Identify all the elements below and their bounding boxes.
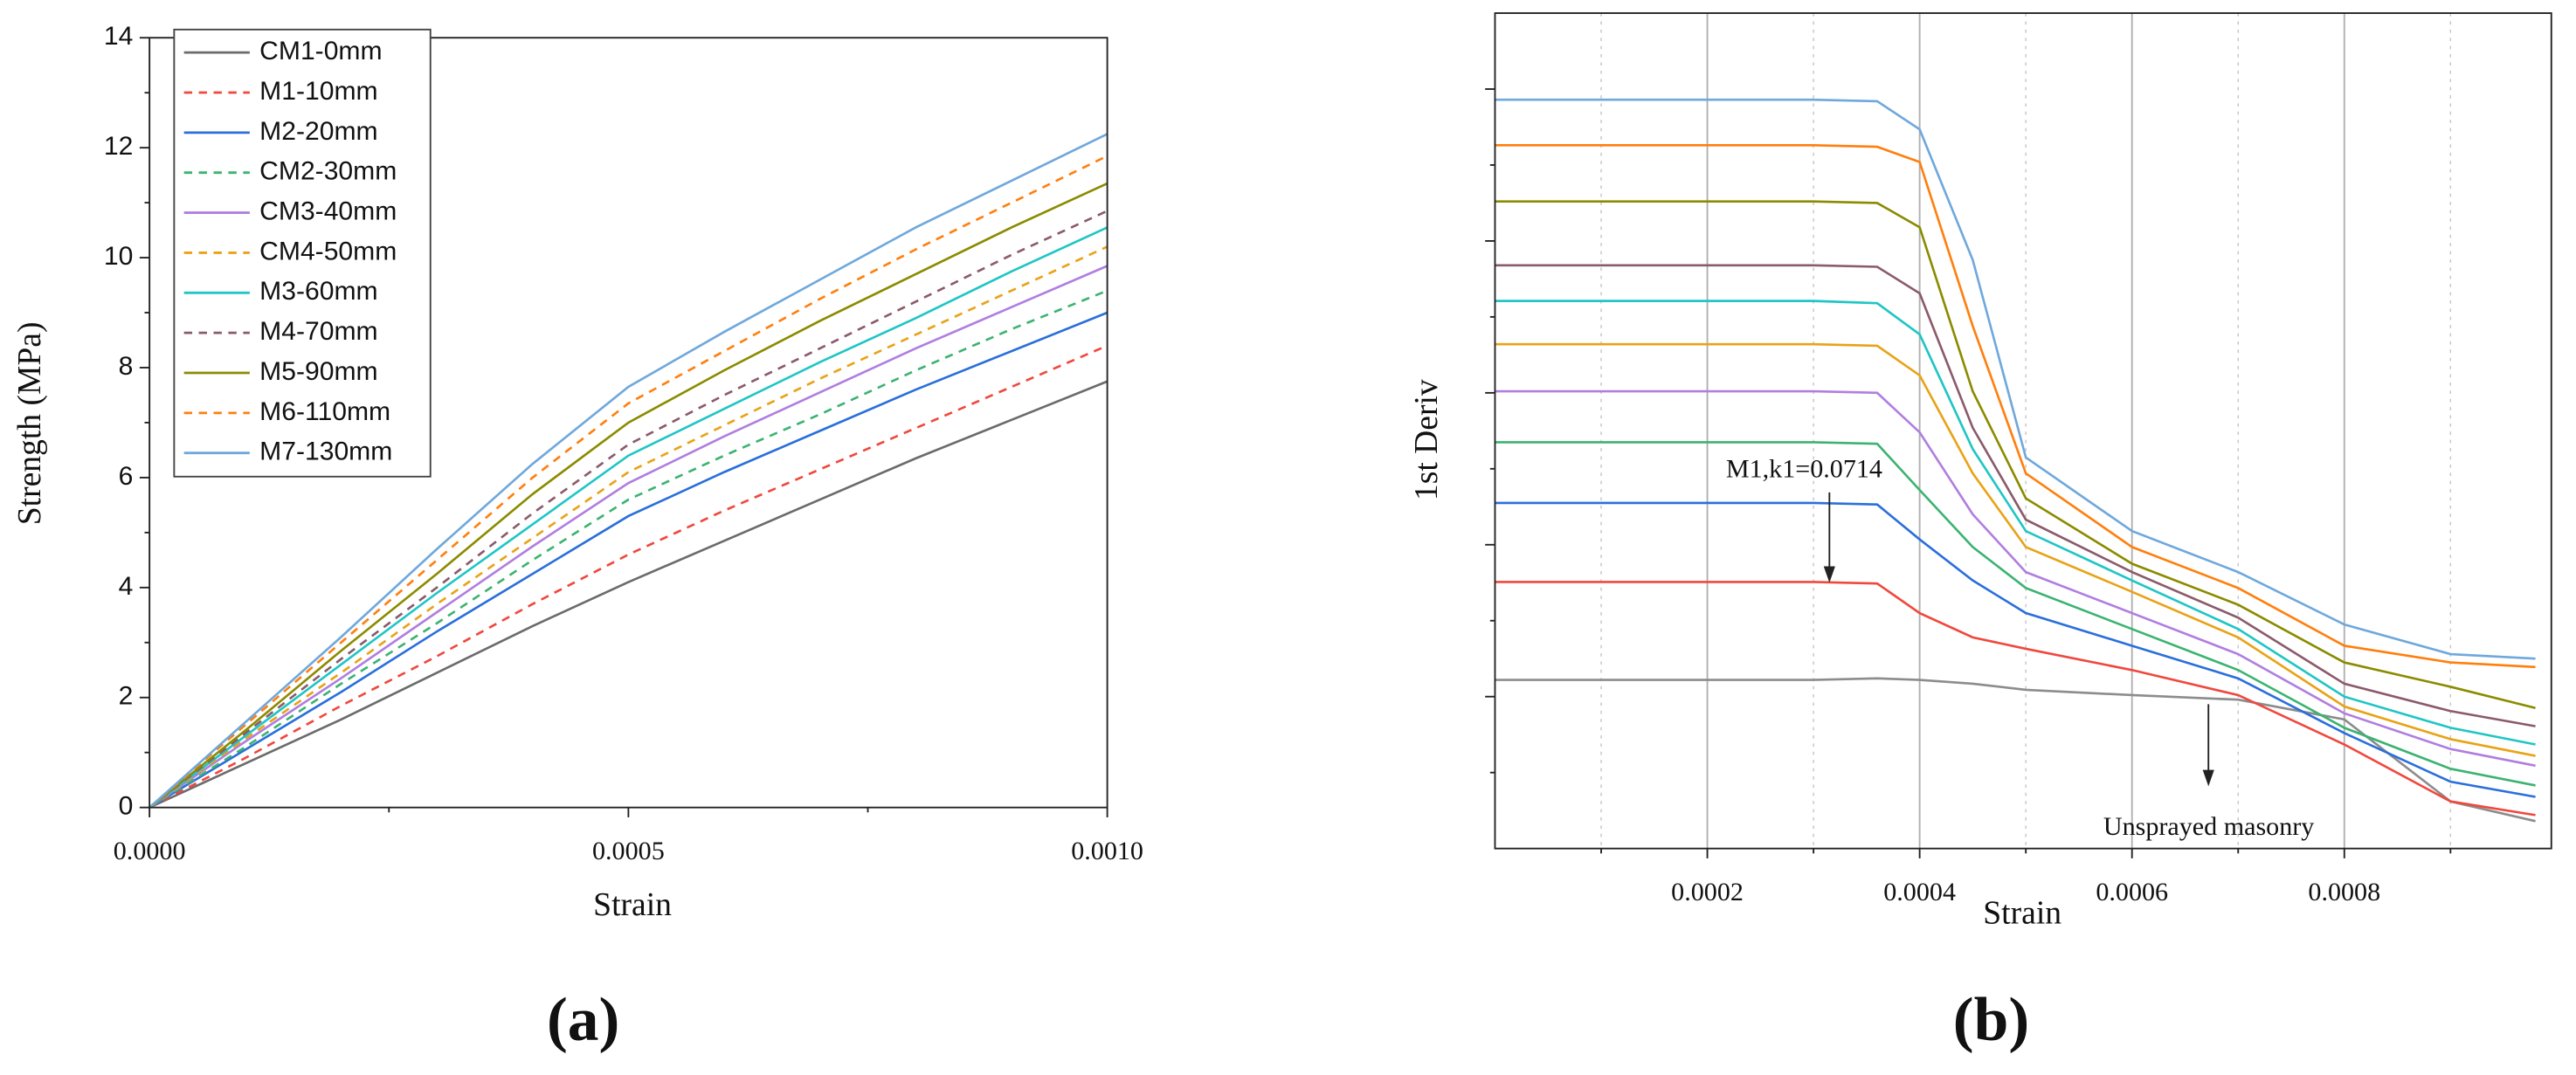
series-line [1495, 389, 2536, 768]
y-tick-label: 2 [119, 682, 134, 711]
plot-frame [1494, 12, 2552, 850]
y-tick-label: 14 [104, 22, 133, 51]
series-line [1495, 441, 2536, 787]
series-line [148, 380, 1108, 809]
annotation-arrowhead [2202, 769, 2214, 787]
legend: CM1-0mm M1-10mm M2-20mm CM2-30mm CM3-40mm CM4… [173, 28, 432, 478]
series-line [148, 245, 1108, 809]
series-line [148, 155, 1108, 809]
series-line [1495, 581, 2536, 817]
y-tick-label: 12 [104, 132, 133, 161]
legend-label: M3-60mm [259, 277, 377, 306]
x-tick-label: 0.0002 [1671, 877, 1744, 906]
series-line [1495, 677, 2536, 823]
series-line [1495, 144, 2536, 669]
x-tick-label: 0.0010 [1071, 836, 1143, 865]
annotation-text: M1,k1=0.0714 [1726, 453, 1882, 483]
x-axis-title: Strain [593, 886, 672, 923]
panel: 0.0002 0.0004 0.0006 0.0008 Strain 1st Deriv (… [1408, 12, 2552, 1054]
legend-label: M1-10mm [259, 77, 377, 106]
x-tick-label: 0.0000 [114, 836, 186, 865]
legend-label: M4-70mm [259, 317, 377, 346]
y-tick-label: 10 [104, 242, 133, 271]
y-tick-label: 0 [119, 792, 134, 821]
x-tick-label: 0.0004 [1883, 877, 1956, 906]
panel: 0.0000 0.0005 0.0010 0 2 4 6 8 10 12 14 Strain Stren… [11, 22, 1143, 1054]
series-line [148, 289, 1108, 809]
annotation-text: Unsprayed masonry [2103, 811, 2314, 841]
series-line [1495, 98, 2536, 660]
legend-label: M5-90mm [259, 357, 377, 386]
x-tick-label: 0.0006 [2096, 877, 2168, 906]
series-line [1495, 342, 2536, 757]
legend-label: CM4-50mm [259, 237, 397, 265]
x-tick-label: 0.0008 [2308, 877, 2380, 906]
series-line [148, 226, 1108, 809]
series-line [1495, 264, 2536, 727]
series-line [1495, 200, 2536, 710]
series-line [1495, 300, 2536, 746]
series-line [148, 344, 1108, 809]
legend-label: CM3-40mm [259, 197, 397, 226]
y-tick-label: 8 [119, 352, 134, 381]
legend-label: M6-110mm [259, 397, 390, 426]
series-line [148, 182, 1108, 809]
annotation-arrowhead [1823, 566, 1835, 583]
y-tick-label: 4 [119, 572, 134, 601]
series-line [148, 265, 1108, 809]
series-line [148, 311, 1108, 809]
legend-label: CM2-30mm [259, 157, 397, 186]
panel-label: (b) [1953, 985, 2029, 1054]
x-axis-title: Strain [1983, 894, 2061, 931]
y-axis-title: Strength (MPa) [11, 321, 48, 525]
series-line [1495, 501, 2536, 798]
y-axis-title: 1st Deriv [1408, 379, 1445, 500]
legend-label: M7-130mm [259, 438, 392, 466]
x-tick-label: 0.0005 [592, 836, 665, 865]
legend-label: M2-20mm [259, 117, 377, 146]
series-line [148, 133, 1108, 809]
panel-label: (a) [547, 985, 619, 1054]
y-tick-label: 6 [119, 462, 134, 491]
legend-label: CM1-0mm [259, 37, 382, 65]
